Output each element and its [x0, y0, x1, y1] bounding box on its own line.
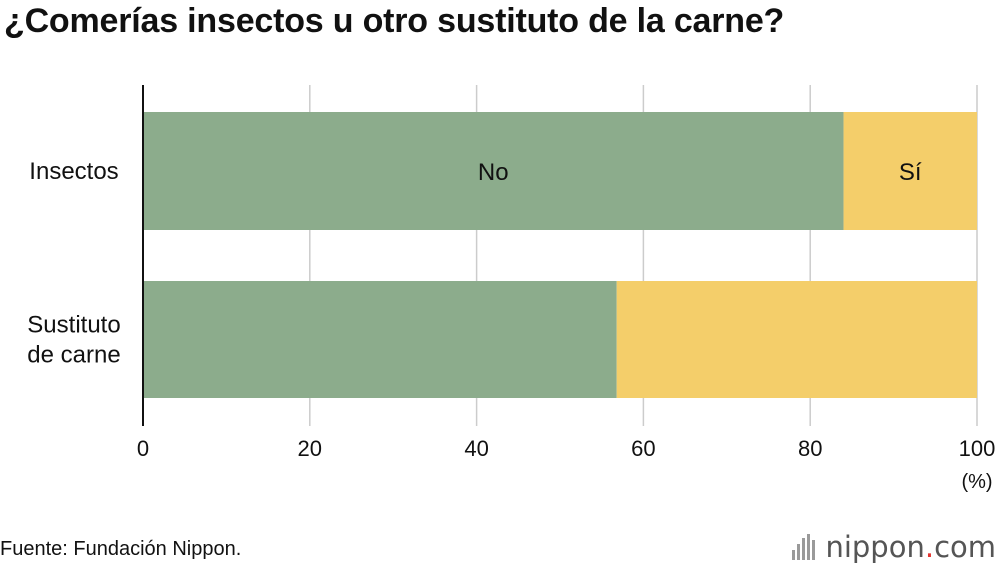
series-label-no: No — [478, 159, 509, 186]
x-tick-label-100: 100 — [959, 436, 996, 461]
category-label-1: Insectos — [29, 158, 118, 185]
series-label-si: Sí — [899, 159, 922, 186]
brand-tld: com — [934, 530, 996, 564]
bars — [143, 112, 977, 398]
bar-1-si — [843, 112, 977, 230]
chart-title: ¿Comerías insectos u otro sustituto de l… — [4, 2, 785, 40]
nippon-logo: nippon. com — [792, 530, 996, 564]
nippon-bars-icon — [792, 534, 817, 560]
brand-name: nippon — [825, 530, 925, 564]
brand-dot: . — [924, 530, 935, 564]
bar-1-no — [143, 112, 844, 230]
source-note: Fuente: Fundación Nippon. — [0, 538, 242, 560]
x-tick-label-60: 60 — [631, 436, 655, 461]
x-tick-label-20: 20 — [298, 436, 322, 461]
labels: 0 20 40 60 80 100 (%) Insectos Sustituto de carne… — [27, 158, 995, 493]
category-label-2: Sustituto de carne — [27, 312, 120, 369]
x-axis-unit: (%) — [961, 471, 992, 493]
bar-2-no — [143, 281, 617, 398]
stacked-bar-chart: 0 20 40 60 80 100 (%) Insectos Sustituto de carne… — [27, 85, 995, 493]
x-tick-label-80: 80 — [798, 436, 822, 461]
x-tick-label-40: 40 — [464, 436, 488, 461]
bar-2-si — [616, 281, 977, 398]
x-tick-label-0: 0 — [137, 436, 149, 461]
